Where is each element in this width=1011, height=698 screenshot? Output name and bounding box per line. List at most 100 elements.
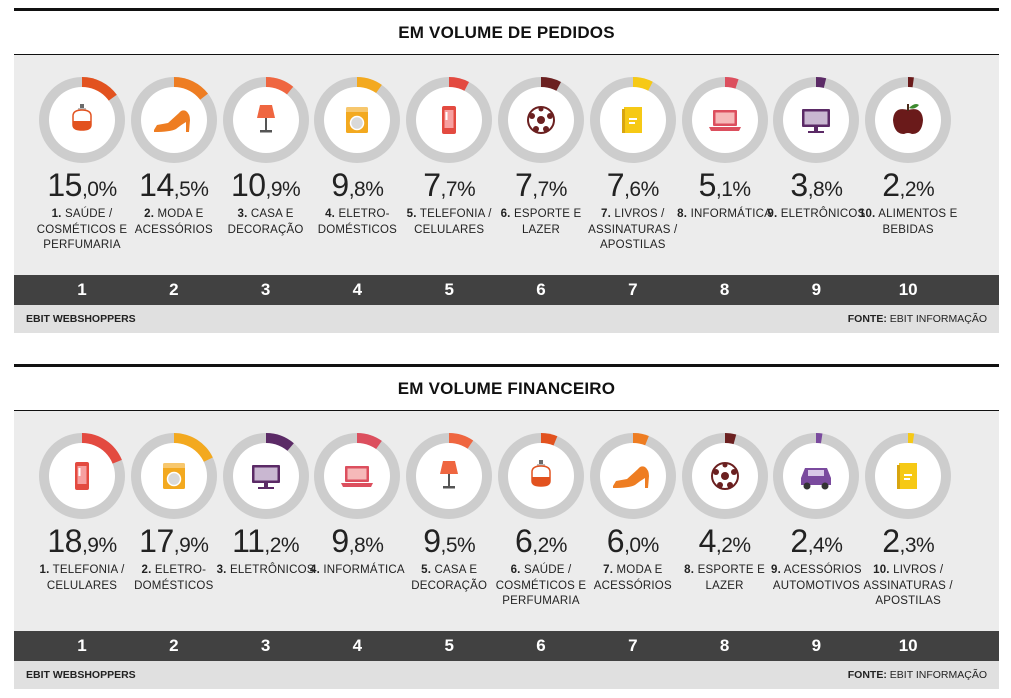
top-rule: [14, 8, 999, 11]
laptop-icon: [708, 110, 741, 131]
donut-chart: [498, 77, 584, 163]
percent-value: 17,9%: [126, 523, 222, 560]
donut-chart: [130, 433, 217, 519]
rank-number: 6: [536, 280, 546, 299]
category-number: 10.: [858, 208, 876, 220]
category-item: 14,5% 2. MODA E ACESSÓRIOS: [126, 55, 222, 275]
category-number: 2.: [141, 564, 152, 576]
source-left: EBIT WEBSHOPPERS: [26, 669, 136, 681]
source-name: EBIT INFORMAÇÃO: [889, 313, 987, 325]
category-item: 6,2% 6. SAÚDE / COSMÉTICOS E PERFUMARIA: [493, 411, 589, 631]
percent-decimal: ,9%: [81, 534, 117, 557]
phone-icon: [442, 106, 457, 134]
rank-number: 5: [444, 280, 454, 299]
rank-number: 8: [719, 280, 730, 299]
percent-integer: 11: [232, 523, 265, 559]
category-label: 1. TELEFONIA / CELULARES: [30, 563, 134, 594]
category-number: 6.: [500, 208, 511, 220]
category-name: INFORMÁTICA: [323, 564, 405, 576]
category-number: 1.: [51, 208, 62, 220]
category-label: 4. ELETRO-DOMÉSTICOS: [305, 207, 409, 238]
category-label: 2. MODA E ACESSÓRIOS: [122, 207, 226, 238]
donut-chart: [865, 77, 952, 163]
book-icon: [621, 107, 642, 133]
high-heel-icon: [612, 466, 649, 488]
percent-decimal: ,2%: [264, 534, 300, 557]
percent-decimal: ,2%: [715, 534, 751, 557]
donut-chart: [222, 77, 309, 163]
category-number: 5.: [406, 208, 417, 220]
chart-title: EM VOLUME FINANCEIRO: [14, 367, 999, 410]
category-item: 10,9% 3. CASA E DECORAÇÃO: [218, 55, 314, 275]
percent-integer: 4: [698, 523, 717, 559]
percent-integer: 7: [423, 167, 441, 203]
percent-integer: 3: [790, 167, 808, 203]
donut-chart: [681, 433, 768, 519]
rank-number: 2: [169, 280, 179, 299]
percent-decimal: ,7%: [532, 178, 567, 201]
percent-value: 7,7%: [401, 167, 497, 204]
category-name: INFORMÁTICA: [690, 208, 772, 220]
percent-decimal: ,8%: [348, 534, 384, 557]
category-name: CASA E DECORAÇÃO: [227, 208, 304, 236]
percent-value: 2,2%: [860, 167, 956, 204]
rank-number: 1: [77, 280, 87, 299]
category-name: CASA E DECORAÇÃO: [411, 564, 488, 592]
car-icon: [801, 468, 832, 490]
rank-number: 1: [77, 636, 87, 655]
category-name: SAÚDE / COSMÉTICOS E PERFUMARIA: [36, 208, 128, 251]
category-item: 7,7% 6. ESPORTE E LAZER: [493, 55, 589, 275]
category-number: 7.: [601, 208, 611, 220]
percent-value: 11,2%: [218, 523, 314, 560]
category-item: 4,2% 8. ESPORTE E LAZER: [677, 411, 773, 631]
percent-value: 10,9%: [218, 167, 314, 204]
category-name: TELEFONIA / CELULARES: [46, 564, 125, 592]
category-number: 8.: [684, 564, 695, 576]
category-item: 18,9% 1. TELEFONIA / CELULARES: [34, 411, 130, 631]
rank-number: 10: [898, 280, 918, 299]
category-name: ELETRO-DOMÉSTICOS: [317, 208, 398, 236]
chart-section-pedidos: EM VOLUME DE PEDIDOS 15,0% 1. SAÚDE / COS…: [14, 8, 999, 333]
donut-chart: [222, 433, 309, 519]
category-label: 10. LIVROS / ASSINATURAS / APOSTILAS: [856, 563, 960, 610]
percent-value: 6,2%: [493, 523, 589, 560]
category-label: 7. LIVROS / ASSINATURAS / APOSTILAS: [581, 207, 685, 254]
rank-number: 8: [719, 636, 730, 655]
soccer-ball-icon: [710, 462, 739, 490]
percent-value: 5,1%: [677, 167, 773, 204]
category-name: MODA E ACESSÓRIOS: [134, 208, 213, 236]
percent-integer: 18: [47, 523, 82, 559]
category-number: 8.: [677, 208, 688, 220]
source-footer: EBIT WEBSHOPPERS FONTE: EBIT INFORMAÇÃO: [14, 305, 999, 333]
percent-decimal: ,5%: [173, 178, 209, 201]
percent-decimal: ,9%: [265, 178, 301, 201]
category-name: ALIMENTOS E BEBIDAS: [878, 208, 958, 236]
percent-value: 9,8%: [309, 523, 405, 560]
donut-chart: [39, 77, 125, 163]
category-label: 4. INFORMÁTICA: [305, 563, 409, 579]
category-number: 7.: [603, 564, 614, 576]
chart-title: EM VOLUME DE PEDIDOS: [14, 11, 999, 54]
category-label: 9. ACESSÓRIOS AUTOMOTIVOS: [764, 563, 868, 594]
percent-value: 9,8%: [309, 167, 405, 204]
category-number: 3.: [216, 564, 227, 576]
category-item: 11,2% 3. ELETRÔNICOS: [216, 411, 314, 631]
category-name: ACESSÓRIOS AUTOMOTIVOS: [772, 564, 862, 592]
category-name: ESPORTE E LAZER: [697, 564, 765, 592]
rank-number: 4: [352, 280, 363, 299]
category-label: 7. MODA E ACESSÓRIOS: [581, 563, 685, 594]
donut-chart: [681, 77, 768, 163]
category-name: ESPORTE E LAZER: [513, 208, 582, 236]
source-prefix: FONTE:: [847, 669, 887, 681]
donut-chart: [314, 77, 401, 163]
category-number: 5.: [421, 564, 432, 576]
category-label: 8. ESPORTE E LAZER: [673, 563, 777, 594]
rank-number: 7: [628, 280, 638, 299]
title-rule: [14, 410, 999, 411]
source-left: EBIT WEBSHOPPERS: [26, 313, 136, 325]
category-name: ELETRO-DOMÉSTICOS: [134, 564, 214, 592]
donut-chart: [865, 433, 952, 519]
perfume-icon: [531, 460, 551, 487]
percent-integer: 17: [139, 523, 174, 559]
category-number: 1.: [39, 564, 50, 576]
